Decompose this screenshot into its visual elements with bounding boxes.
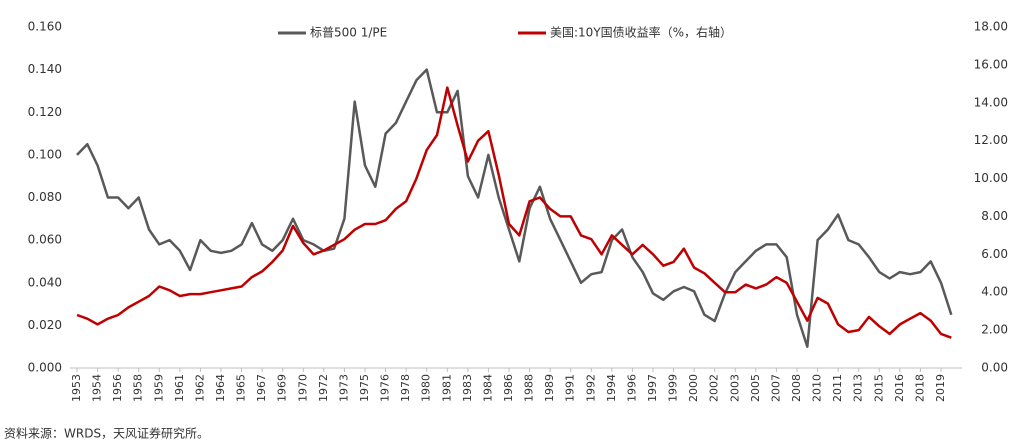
y2-tick-label: 2.00 [981, 323, 1008, 337]
x-tick-label: 1989 [543, 374, 556, 402]
x-tick-label: 1953 [70, 374, 83, 402]
x-tick-label: 1988 [523, 374, 536, 402]
x-tick-label: 2011 [831, 374, 844, 402]
x-tick-label: 1962 [193, 374, 206, 402]
y2-tick-label: 18.00 [974, 20, 1008, 34]
x-tick-label: 1959 [152, 374, 165, 402]
x-tick-label: 1992 [584, 374, 597, 402]
x-tick-label: 1973 [337, 374, 350, 402]
x-tick-label: 1983 [461, 374, 474, 402]
x-tick-label: 2013 [852, 374, 865, 402]
x-tick-label: 2000 [687, 374, 700, 402]
x-tick-label: 2010 [811, 374, 824, 402]
y-tick-label: 0.000 [28, 361, 62, 375]
x-tick-label: 1969 [276, 374, 289, 402]
y-tick-label: 0.020 [28, 318, 62, 332]
y2-tick-label: 14.00 [974, 95, 1008, 109]
y2-tick-label: 10.00 [974, 171, 1008, 185]
legend-label: 美国:10Y国债收益率（%，右轴） [550, 25, 732, 40]
x-tick-label: 1981 [440, 374, 453, 402]
y2-tick-label: 16.00 [974, 57, 1008, 71]
x-tick-label: 2002 [708, 374, 721, 402]
x-tick-label: 2019 [934, 374, 947, 402]
x-tick-label: 1954 [91, 374, 104, 402]
x-tick-label: 2015 [872, 374, 885, 402]
legend-label: 标普500 1/PE [310, 26, 387, 40]
x-tick-label: 2003 [728, 374, 741, 402]
source-note: 资料来源：WRDS，天风证券研究所。 [4, 426, 209, 441]
x-tick-label: 1961 [173, 374, 186, 402]
y2-tick-label: 6.00 [981, 247, 1008, 261]
x-tick-label: 1984 [481, 374, 494, 402]
y2-tick-label: 0.00 [981, 361, 1008, 375]
x-tick-label: 2018 [913, 374, 926, 402]
x-tick-label: 1978 [399, 374, 412, 402]
x-tick-label: 1970 [296, 374, 309, 402]
series-line [76, 68, 953, 348]
y-tick-label: 0.080 [28, 190, 62, 204]
x-tick-label: 1956 [111, 374, 124, 402]
x-tick-label: 1997 [646, 374, 659, 402]
x-tick-label: 1972 [317, 374, 330, 402]
x-tick-label: 1991 [564, 374, 577, 402]
x-tick-label: 1975 [358, 374, 371, 402]
y-tick-label: 0.100 [28, 147, 62, 161]
y2-tick-label: 8.00 [981, 209, 1008, 223]
x-tick-label: 1965 [235, 374, 248, 402]
x-tick-label: 2005 [749, 374, 762, 402]
x-tick-label: 1980 [420, 374, 433, 402]
x-tick-label: 1994 [605, 374, 618, 402]
x-tick-label: 1996 [625, 374, 638, 402]
x-tick-label: 2016 [893, 374, 906, 402]
y-tick-label: 0.160 [28, 20, 62, 34]
y-tick-label: 0.060 [28, 233, 62, 247]
x-tick-label: 1967 [255, 374, 268, 402]
x-tick-label: 1976 [379, 374, 392, 402]
series-line [76, 86, 952, 339]
x-tick-label: 2007 [769, 374, 782, 402]
y-tick-label: 0.140 [28, 62, 62, 76]
y-tick-label: 0.120 [28, 105, 62, 119]
y2-tick-label: 4.00 [981, 285, 1008, 299]
x-tick-label: 1958 [132, 374, 145, 402]
x-tick-label: 1964 [214, 374, 227, 402]
x-tick-label: 2008 [790, 374, 803, 402]
y2-tick-label: 12.00 [974, 133, 1008, 147]
y-tick-label: 0.040 [28, 275, 62, 289]
x-tick-label: 1986 [502, 374, 515, 402]
x-tick-label: 1999 [667, 374, 680, 402]
